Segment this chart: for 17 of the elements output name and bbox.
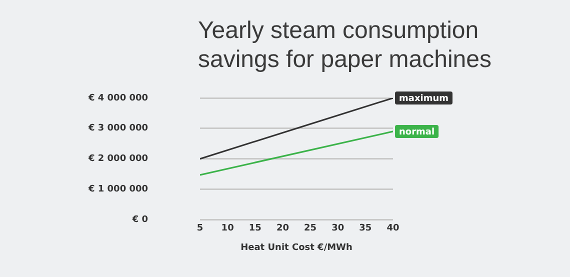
x-tick-label: 15 xyxy=(248,223,262,234)
x-axis-title: Heat Unit Cost €/MWh xyxy=(240,243,352,254)
x-tick-label: 20 xyxy=(276,223,289,234)
y-tick-label: € 0 xyxy=(131,214,148,225)
y-tick-label: € 3 000 000 xyxy=(88,124,148,134)
x-tick-label: 30 xyxy=(332,223,344,234)
x-tick-label: 25 xyxy=(304,223,317,234)
x-tick-label: 10 xyxy=(221,223,234,234)
chart-title: Yearly steam consumption savings for paper machines xyxy=(198,16,492,74)
series-label: normal xyxy=(399,127,435,138)
x-tick-label: 35 xyxy=(359,223,372,234)
y-tick-label: € 2 000 000 xyxy=(88,154,148,164)
x-tick-label: 40 xyxy=(386,223,400,234)
x-tick-label: 5 xyxy=(196,223,204,234)
series-label: maximum xyxy=(399,94,449,104)
y-tick-label: € 1 000 000 xyxy=(88,184,148,195)
y-tick-label: € 4 000 000 xyxy=(88,93,148,104)
